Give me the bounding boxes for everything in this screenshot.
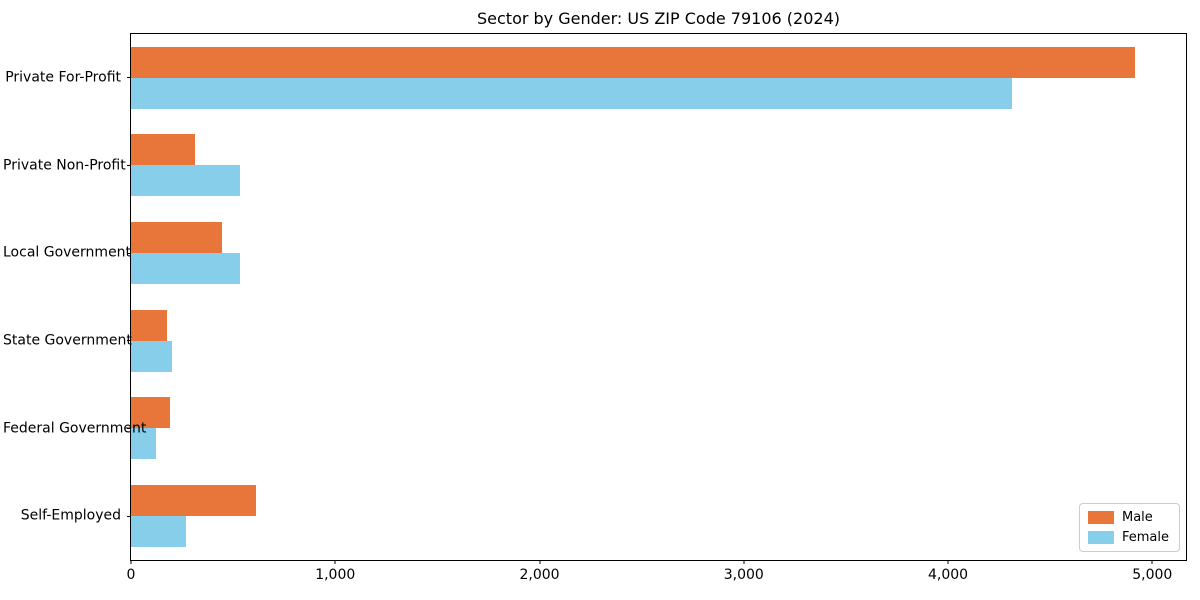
plot-area: Private For-Profit Private Non-Profit Loca… bbox=[3, 33, 1187, 583]
y-tick-label-private-for-profit: Private For-Profit bbox=[5, 69, 121, 86]
bar-female-state-government bbox=[131, 340, 172, 372]
bar-female-private-for-profit bbox=[131, 77, 1013, 109]
x-tick-label-2-000: 2,000 bbox=[519, 567, 560, 583]
y-tick-label-federal-government: Federal Government bbox=[3, 420, 147, 436]
legend-label-female: Female bbox=[1121, 530, 1169, 545]
y-tick-mark bbox=[127, 340, 131, 342]
x-tick-mark bbox=[334, 560, 336, 564]
bar-group-federal-government bbox=[131, 385, 1186, 473]
y-tick-mark bbox=[127, 77, 131, 79]
y-tick-mark bbox=[127, 252, 131, 254]
bar-female-federal-government bbox=[131, 428, 156, 460]
y-tick-mark bbox=[127, 165, 131, 166]
bar-group-local-government bbox=[131, 209, 1186, 297]
x-tick-label-0: 0 bbox=[126, 567, 136, 583]
bar-male-self-employed bbox=[131, 485, 256, 517]
x-tick-mark bbox=[743, 560, 745, 564]
y-tick-label-private-non-profit: Private Non-Profit bbox=[3, 157, 126, 173]
bar-male-private-non-profit bbox=[131, 134, 195, 166]
y-tick-mark bbox=[127, 515, 131, 517]
x-tick-label-3-000: 3,000 bbox=[723, 567, 764, 583]
legend: Male Female bbox=[1078, 503, 1180, 552]
bar-male-local-government bbox=[131, 222, 222, 254]
bar-female-self-employed bbox=[131, 516, 186, 548]
x-tick-mark bbox=[130, 560, 132, 564]
legend-label-male: Male bbox=[1121, 510, 1153, 525]
legend-entry-female: Female bbox=[1087, 530, 1169, 545]
y-tick-label-self-employed: Self-Employed bbox=[20, 507, 121, 524]
bar-male-state-government bbox=[131, 309, 167, 341]
bar-male-private-for-profit bbox=[131, 46, 1136, 78]
legend-entry-male: Male bbox=[1087, 510, 1169, 525]
legend-swatch-female bbox=[1087, 531, 1114, 544]
legend-swatch-male bbox=[1087, 511, 1114, 524]
y-tick-label-state-government: State Government bbox=[3, 332, 132, 349]
x-tick-label-5-000: 5,000 bbox=[1132, 567, 1173, 583]
bar-group-state-government bbox=[131, 297, 1186, 385]
bar-female-private-non-profit bbox=[131, 165, 240, 197]
bar-group-private-for-profit bbox=[131, 34, 1186, 122]
bar-female-local-government bbox=[131, 253, 240, 285]
chart-title: Sector by Gender: US ZIP Code 79106 (202… bbox=[477, 9, 840, 28]
x-tick-mark bbox=[947, 560, 949, 564]
y-tick-label-local-government: Local Government bbox=[3, 244, 132, 261]
bar-group-self-employed bbox=[131, 472, 1186, 560]
x-tick-mark bbox=[539, 560, 541, 564]
x-tick-label-4-000: 4,000 bbox=[927, 567, 969, 583]
bar-male-federal-government bbox=[131, 397, 170, 429]
y-tick-mark bbox=[127, 428, 131, 429]
x-tick-label-1-000: 1,000 bbox=[315, 567, 356, 583]
bar-group-private-non-profit bbox=[131, 122, 1186, 210]
x-tick-mark bbox=[1151, 560, 1153, 564]
